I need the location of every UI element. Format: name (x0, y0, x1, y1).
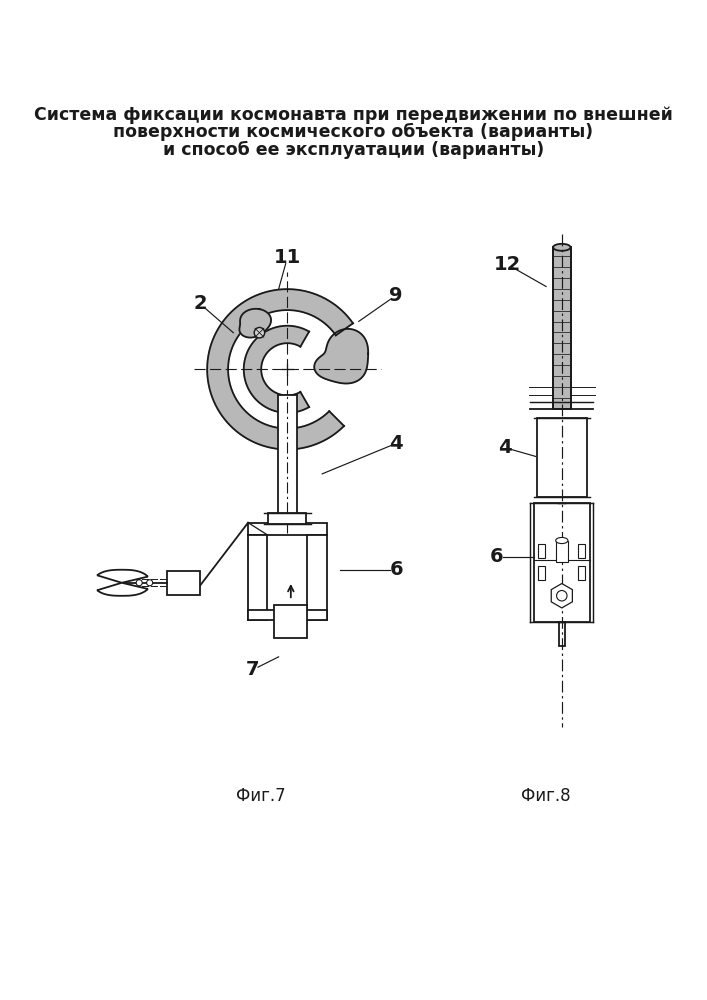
Bar (274, 605, 308, 638)
Circle shape (136, 580, 142, 586)
Ellipse shape (553, 244, 571, 251)
Bar (248, 610, 327, 620)
Bar (167, 571, 200, 595)
Bar (578, 566, 585, 580)
Bar (553, 247, 571, 409)
Bar (559, 622, 566, 646)
Bar (278, 395, 297, 529)
Bar (537, 418, 587, 497)
Polygon shape (97, 583, 148, 596)
Bar (534, 503, 590, 622)
Circle shape (255, 327, 264, 338)
Text: Фиг.7: Фиг.7 (235, 787, 285, 805)
Text: 4: 4 (498, 438, 512, 457)
Circle shape (556, 590, 567, 601)
Bar (538, 544, 545, 558)
Text: 6: 6 (390, 560, 403, 579)
Polygon shape (244, 326, 309, 413)
Bar (268, 513, 307, 524)
Text: поверхности космического объекта (варианты): поверхности космического объекта (вариан… (114, 123, 594, 141)
Bar (538, 566, 545, 580)
Polygon shape (207, 289, 353, 449)
Bar (248, 535, 267, 620)
Text: 11: 11 (274, 248, 301, 267)
Bar (556, 541, 568, 562)
Text: и способ ее эксплуатации (варианты): и способ ее эксплуатации (варианты) (163, 141, 544, 159)
Text: 7: 7 (246, 660, 259, 679)
Polygon shape (240, 309, 271, 338)
Polygon shape (315, 329, 368, 383)
Text: Фиг.8: Фиг.8 (521, 787, 571, 805)
Text: 6: 6 (490, 547, 503, 566)
Polygon shape (97, 570, 148, 583)
Text: 2: 2 (194, 294, 207, 313)
Ellipse shape (556, 537, 568, 544)
Text: 9: 9 (390, 286, 403, 305)
Polygon shape (551, 584, 573, 608)
Bar (578, 544, 585, 558)
Text: Система фиксации космонавта при передвижении по внешней: Система фиксации космонавта при передвиж… (34, 106, 673, 124)
Bar (248, 523, 327, 535)
Text: 4: 4 (390, 434, 403, 453)
Text: 12: 12 (494, 255, 521, 274)
Bar (308, 535, 327, 620)
Circle shape (146, 580, 153, 586)
